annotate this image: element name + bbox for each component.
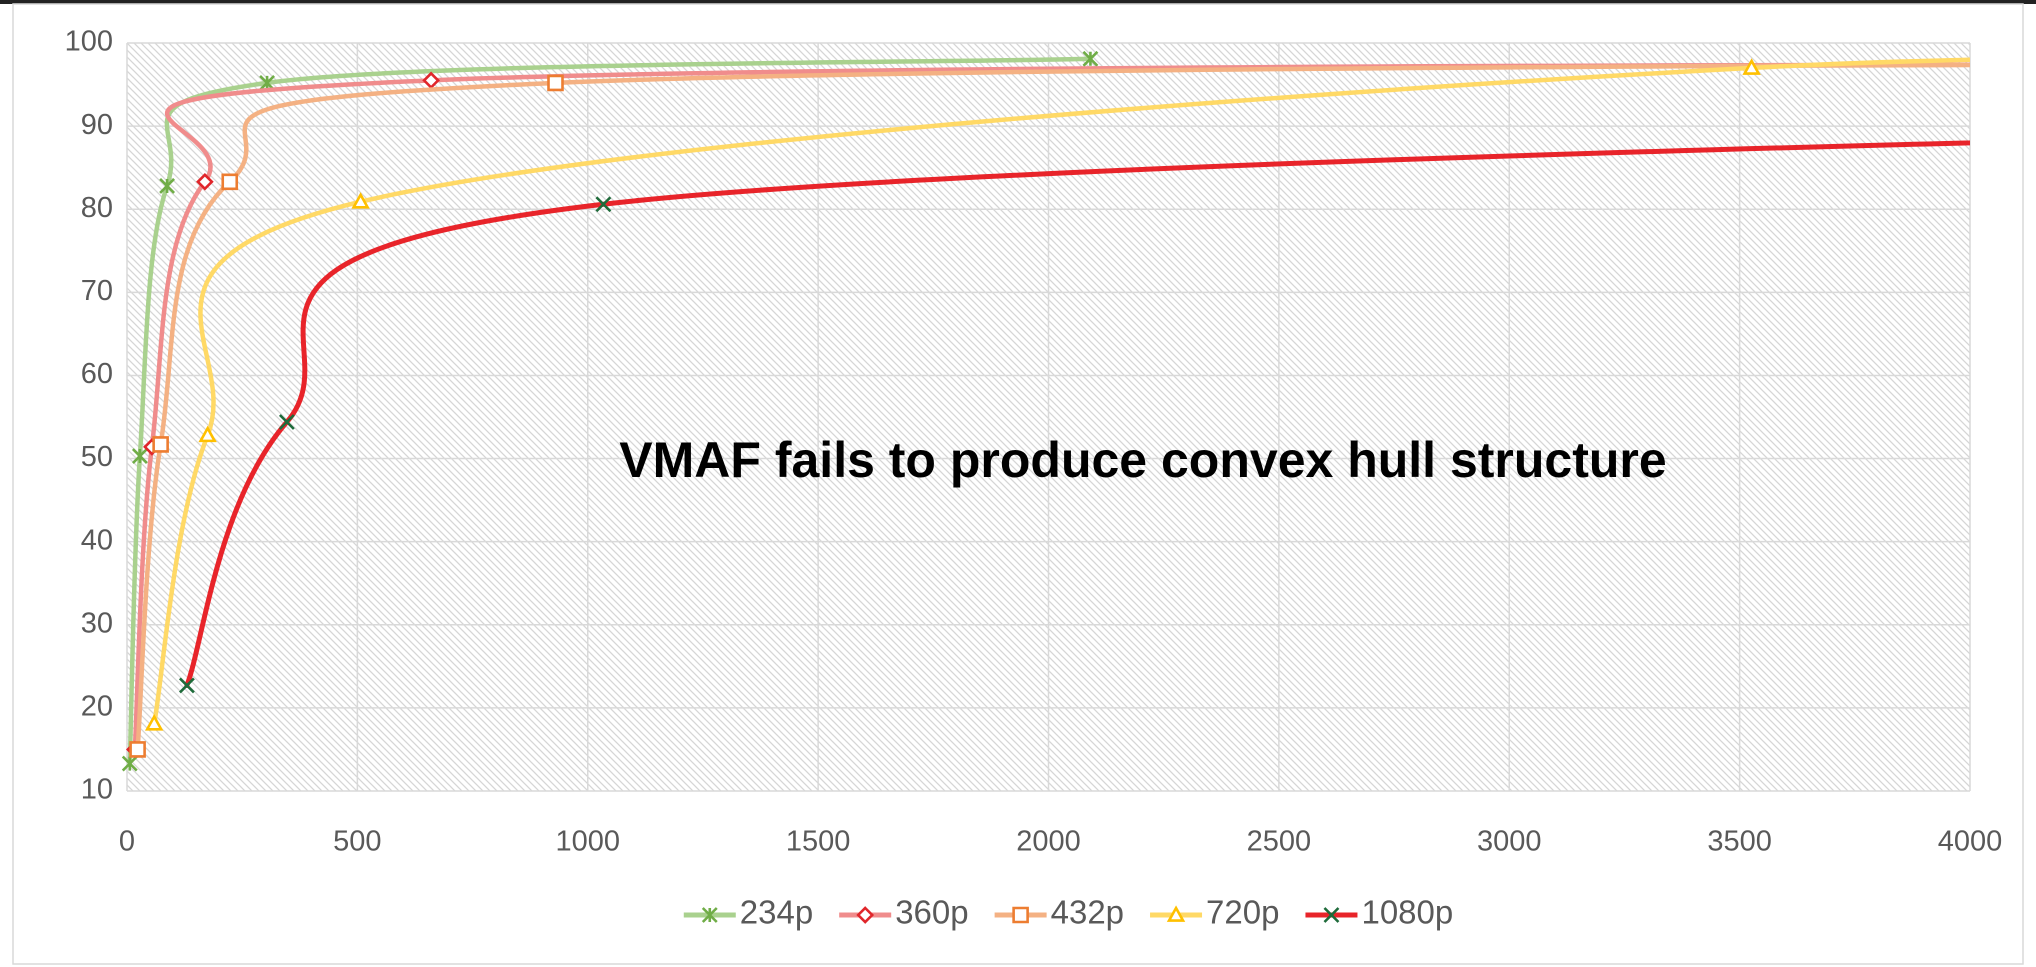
- x-tick-label: 500: [333, 826, 381, 858]
- marker: [1323, 907, 1340, 923]
- marker: [1166, 905, 1186, 922]
- marker: [129, 741, 146, 758]
- marker: [351, 192, 370, 209]
- marker: [1012, 906, 1029, 924]
- y-tick-label: 30: [81, 607, 113, 639]
- y-tick-label: 80: [81, 192, 113, 224]
- marker: [159, 178, 176, 194]
- legend: 234p 360p 432p 720p 1080p: [683, 894, 1453, 931]
- marker: [595, 196, 612, 213]
- y-tick-label: 70: [81, 275, 113, 307]
- marker: [856, 906, 875, 924]
- marker: [121, 755, 138, 772]
- x-tick-label: 0: [119, 826, 135, 858]
- y-tick-label: 10: [81, 774, 113, 806]
- x-tick-label: 1500: [786, 826, 851, 858]
- legend-label: 234p: [740, 894, 813, 931]
- y-tick-label: 60: [81, 358, 113, 390]
- y-tick-label: 40: [81, 524, 113, 556]
- legend-label: 720p: [1206, 894, 1279, 931]
- marker: [1082, 50, 1099, 67]
- y-tick-label: 90: [81, 109, 113, 141]
- marker: [259, 74, 275, 91]
- chart-border: [12, 3, 2024, 965]
- marker: [278, 414, 295, 430]
- marker: [178, 677, 195, 694]
- y-tick-label: 100: [65, 26, 113, 58]
- marker: [221, 173, 239, 191]
- x-tick-label: 1000: [555, 826, 620, 858]
- y-tick-label: 20: [81, 691, 113, 723]
- x-tick-label: 3500: [1707, 826, 1772, 858]
- series-line: [127, 56, 1093, 766]
- annotation: VMAF fails to produce convex hull struct…: [619, 432, 1666, 488]
- legend-label: 432p: [1051, 894, 1124, 931]
- top-edge: [0, 0, 2036, 4]
- marker: [131, 448, 148, 464]
- marker: [1742, 58, 1761, 75]
- x-tick-label: 4000: [1938, 826, 2003, 858]
- x-tick-label: 3000: [1477, 826, 1542, 858]
- x-tick-label: 2000: [1016, 826, 1081, 858]
- legend-label: 1080p: [1361, 894, 1453, 931]
- marker: [547, 74, 564, 92]
- marker: [701, 907, 718, 923]
- legend-label: 360p: [895, 894, 968, 931]
- marker: [152, 436, 169, 453]
- x-tick-label: 2500: [1247, 826, 1312, 858]
- marker: [198, 425, 217, 443]
- marker: [144, 714, 164, 731]
- marker: [196, 172, 214, 191]
- y-tick-label: 50: [81, 441, 113, 473]
- series-layer: [121, 50, 1970, 772]
